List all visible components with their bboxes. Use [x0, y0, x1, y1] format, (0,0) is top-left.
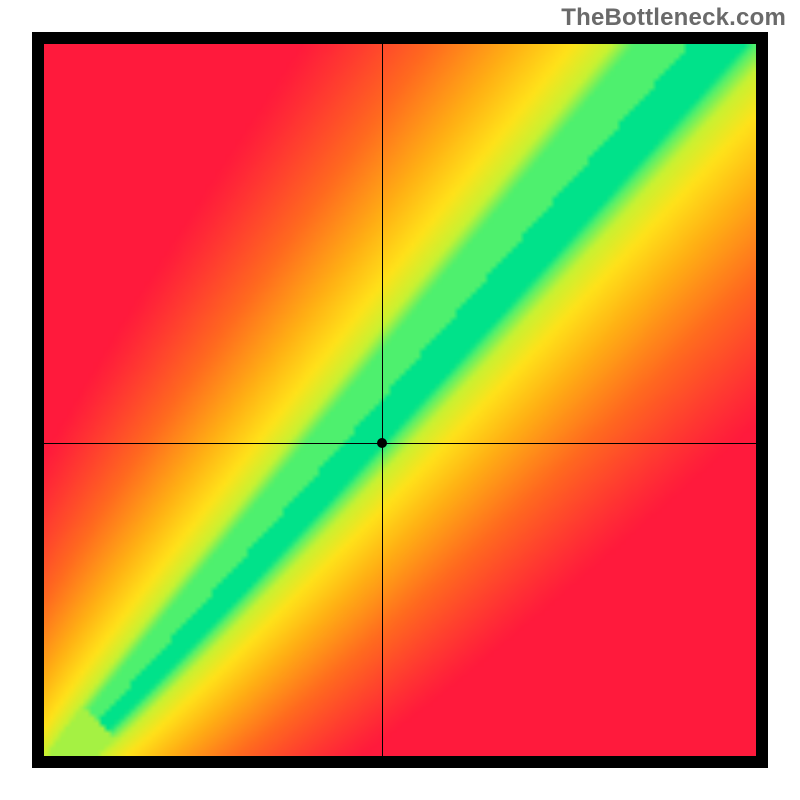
watermark-text: TheBottleneck.com — [561, 4, 786, 32]
bottleneck-heatmap — [44, 44, 756, 756]
plot-outer-border — [32, 32, 768, 768]
